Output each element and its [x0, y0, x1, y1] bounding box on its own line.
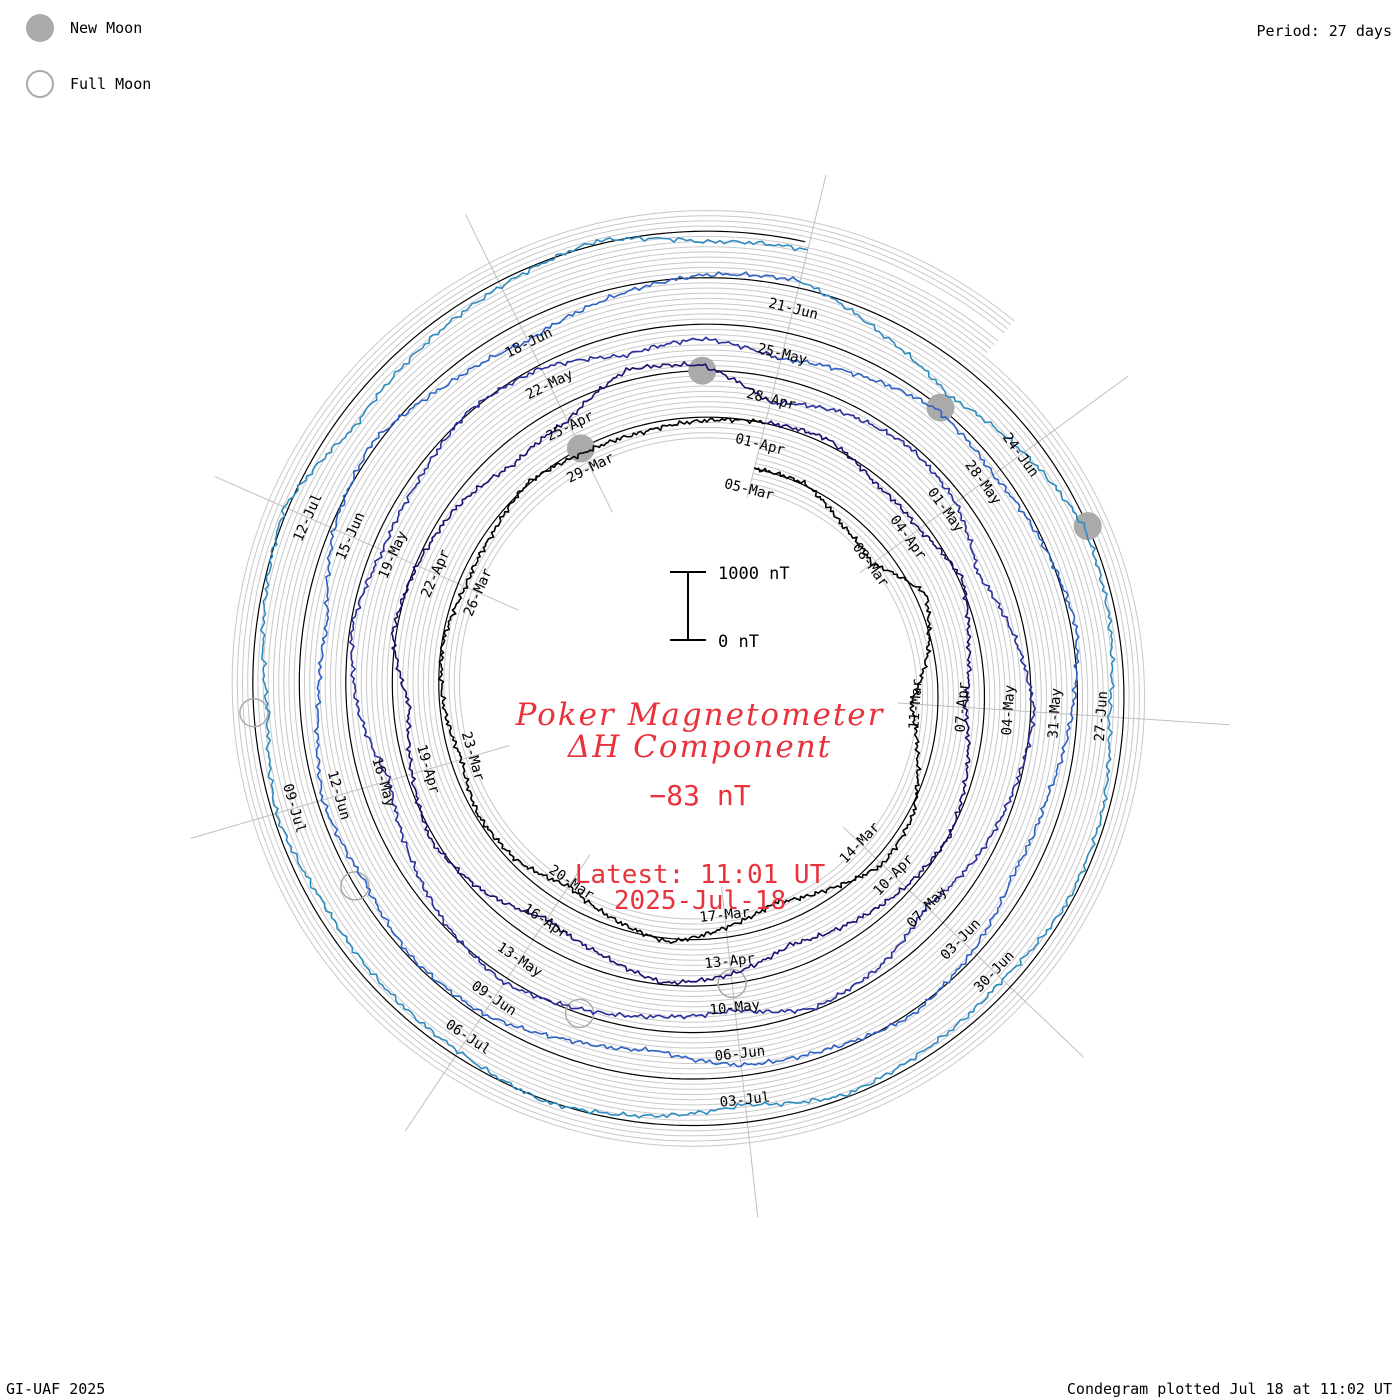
day-spoke: [721, 886, 759, 1218]
date-label: 16-May: [368, 756, 397, 809]
new-moon-marker: [688, 356, 717, 385]
new-moon-marker: [926, 393, 955, 422]
day-spoke: [746, 174, 827, 498]
day-spoke: [842, 826, 1084, 1058]
gridline-ring: [247, 225, 1130, 1132]
date-label: 03-Jul: [719, 1090, 771, 1111]
gridline-ring: [236, 215, 1140, 1142]
date-label: 09-Jul: [279, 782, 308, 835]
date-label: 11-Mar: [906, 678, 925, 730]
scale-top-label: 1000 nT: [718, 564, 790, 584]
gridline-ring: [231, 210, 1146, 1147]
day-spoke: [464, 213, 613, 513]
date-label: 17-Mar: [699, 905, 751, 926]
day-spoke: [897, 702, 1230, 726]
legend-full-moon-label: Full Moon: [70, 75, 152, 93]
date-label: 05-Mar: [723, 476, 776, 504]
scale-bottom-label: 0 nT: [718, 632, 759, 652]
date-label: 07-Apr: [953, 681, 972, 733]
latest-date: 2025-Jul-18: [613, 886, 787, 916]
magnetometer-traces: [259, 236, 1116, 1119]
gridline-ring: [241, 220, 1135, 1137]
date-label: 04-May: [999, 684, 1018, 736]
new-moon-marker: [566, 434, 595, 463]
date-label: 31-May: [1045, 688, 1064, 740]
current-value: −83 nT: [649, 779, 751, 812]
legend-full-moon: Full Moon: [26, 70, 151, 98]
full-moon-marker: [717, 968, 747, 999]
full-moon-marker: [340, 871, 370, 901]
gridline-ring: [272, 251, 1104, 1106]
trace-cycle-2: [390, 361, 972, 986]
legend-new-moon-label: New Moon: [70, 19, 143, 37]
period-label: Period: 27 days: [1256, 22, 1392, 40]
chart-subtitle: ΔH Component: [567, 729, 833, 765]
trace-cycle-5: [259, 236, 1116, 1119]
new-moon-marker: [1073, 512, 1102, 541]
date-label: 13-Apr: [704, 951, 756, 972]
scale-bar: 1000 nT 0 nT: [670, 564, 790, 652]
latest-time: Latest: 11:01 UT: [574, 860, 826, 890]
new-moon-icon: [26, 14, 54, 42]
trace-cycle-3: [349, 336, 1036, 1020]
day-spoke: [190, 744, 511, 839]
credit-label: GI-UAF 2025: [6, 1380, 106, 1398]
trace-cycle-4: [313, 271, 1080, 1068]
date-label: 06-Jun: [714, 1043, 766, 1064]
gridline-ring: [257, 235, 1120, 1121]
moon-markers: [239, 356, 1102, 1029]
gridline-ring: [267, 246, 1109, 1111]
date-label: 10-May: [709, 997, 761, 1018]
ring-gridlines: [231, 210, 1146, 1147]
baseline-spiral: [252, 230, 1125, 1127]
trace-cycle-1: [437, 417, 932, 944]
baseline-zero-nt: [252, 230, 1125, 1127]
legend-new-moon: New Moon: [26, 14, 142, 42]
chart-title: Poker Magnetometer: [515, 697, 885, 733]
date-label: 27-Jun: [1092, 691, 1111, 743]
full-moon-icon: [26, 70, 54, 98]
plotted-timestamp: Condegram plotted Jul 18 at 11:02 UT: [1066, 1380, 1392, 1398]
full-moon-marker: [239, 697, 269, 728]
